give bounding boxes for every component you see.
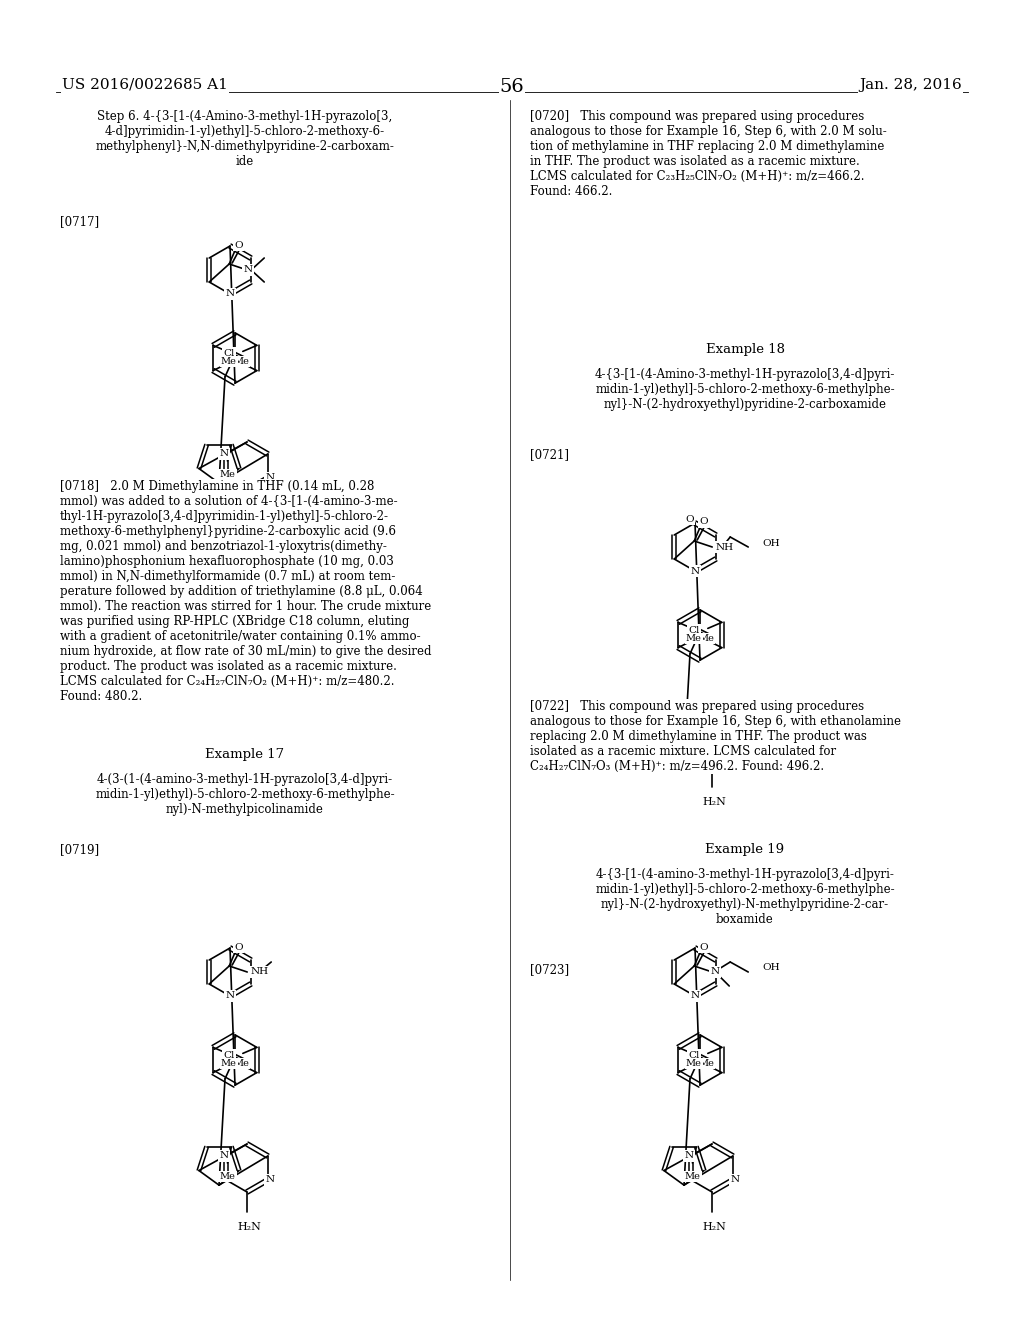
Text: [0723]: [0723] (530, 964, 569, 975)
Text: OH: OH (762, 964, 780, 973)
Text: O: O (691, 624, 699, 634)
Text: Example 17: Example 17 (206, 748, 285, 762)
Text: Example 19: Example 19 (706, 843, 784, 855)
Text: O: O (685, 515, 693, 524)
Text: [0721]: [0721] (530, 447, 569, 461)
Text: N: N (730, 1176, 739, 1184)
Text: Me: Me (233, 358, 249, 366)
Text: Me: Me (684, 747, 700, 756)
Text: Me: Me (698, 1059, 714, 1068)
Text: Cl: Cl (223, 348, 234, 358)
Text: OH: OH (762, 539, 780, 548)
Text: N: N (225, 991, 234, 1001)
Text: O: O (699, 517, 708, 527)
Text: N: N (220, 1151, 228, 1160)
Text: US 2016/0022685 A1: US 2016/0022685 A1 (62, 78, 228, 92)
Text: Me: Me (233, 1059, 249, 1068)
Text: H₂N: H₂N (238, 1222, 261, 1232)
Text: O: O (226, 348, 234, 356)
Text: 4-{3-[1-(4-amino-3-methyl-1H-pyrazolo[3,4-d]pyri-
midin-1-yl)ethyl]-5-chloro-2-m: 4-{3-[1-(4-amino-3-methyl-1H-pyrazolo[3,… (595, 869, 895, 927)
Text: N: N (225, 289, 234, 298)
Text: Cl: Cl (223, 1051, 234, 1060)
Text: 56: 56 (500, 78, 524, 96)
Text: H₂N: H₂N (238, 520, 261, 531)
Text: O: O (233, 942, 243, 952)
Text: H₂N: H₂N (702, 797, 726, 807)
Text: N: N (244, 265, 253, 275)
Text: [0718]   2.0 M Dimethylamine in THF (0.14 mL, 0.28
mmol) was added to a solution: [0718] 2.0 M Dimethylamine in THF (0.14 … (60, 480, 431, 704)
Text: 4-{3-[1-(4-Amino-3-methyl-1H-pyrazolo[3,4-d]pyri-
midin-1-yl)ethyl]-5-chloro-2-m: 4-{3-[1-(4-Amino-3-methyl-1H-pyrazolo[3,… (595, 368, 895, 411)
Text: O: O (699, 942, 708, 952)
Text: NH: NH (250, 968, 268, 977)
Text: [0719]: [0719] (60, 843, 99, 855)
Text: N: N (220, 450, 228, 458)
Text: O: O (226, 1049, 234, 1059)
Text: N: N (685, 726, 694, 735)
Text: O: O (691, 1049, 699, 1059)
Text: N: N (730, 751, 739, 759)
Text: Me: Me (219, 470, 236, 479)
Text: Me: Me (221, 358, 237, 366)
Text: N: N (690, 991, 699, 1001)
Text: Me: Me (684, 1172, 700, 1181)
Text: Me: Me (219, 1172, 236, 1181)
Text: H₂N: H₂N (702, 1222, 726, 1232)
Text: O: O (233, 240, 243, 249)
Text: Cl: Cl (688, 1051, 699, 1060)
Text: Example 18: Example 18 (706, 343, 784, 356)
Text: Me: Me (698, 634, 714, 643)
Text: Jan. 28, 2016: Jan. 28, 2016 (859, 78, 962, 92)
Text: Me: Me (686, 634, 701, 643)
Text: N: N (265, 474, 274, 483)
Text: N: N (690, 566, 699, 576)
Text: Cl: Cl (688, 626, 699, 635)
Text: [0717]: [0717] (60, 215, 99, 228)
Text: N: N (685, 1151, 694, 1160)
Text: N: N (711, 968, 720, 977)
Text: N: N (265, 1176, 274, 1184)
Text: [0722]   This compound was prepared using procedures
analogous to those for Exam: [0722] This compound was prepared using … (530, 700, 901, 774)
Text: Me: Me (686, 1059, 701, 1068)
Text: 4-(3-(1-(4-amino-3-methyl-1H-pyrazolo[3,4-d]pyri-
midin-1-yl)ethyl)-5-chloro-2-m: 4-(3-(1-(4-amino-3-methyl-1H-pyrazolo[3,… (95, 774, 395, 816)
Text: [0720]   This compound was prepared using procedures
analogous to those for Exam: [0720] This compound was prepared using … (530, 110, 887, 198)
Text: Me: Me (221, 1059, 237, 1068)
Text: NH: NH (715, 543, 733, 552)
Text: Step 6. 4-{3-[1-(4-Amino-3-methyl-1H-pyrazolo[3,
4-d]pyrimidin-1-yl)ethyl]-5-chl: Step 6. 4-{3-[1-(4-Amino-3-methyl-1H-pyr… (95, 110, 394, 168)
